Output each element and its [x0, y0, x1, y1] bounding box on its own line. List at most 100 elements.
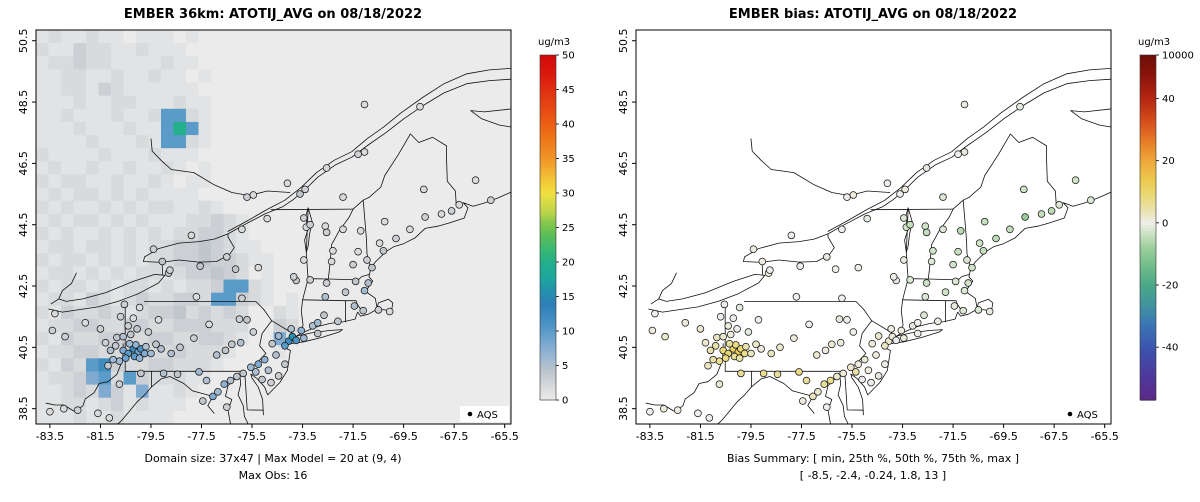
- station-marker: [724, 322, 732, 330]
- colorbar-gradient-step: [540, 78, 556, 82]
- colorbar-gradient-step: [540, 121, 556, 125]
- colorbar-gradient-step: [540, 103, 556, 108]
- station-marker: [956, 227, 965, 235]
- station-marker: [105, 414, 114, 422]
- colorbar-gradient-step: [540, 262, 556, 266]
- colorbar-gradient-step: [1140, 287, 1156, 292]
- station-marker: [805, 320, 813, 329]
- colorbar-gradient-step: [540, 175, 556, 180]
- colorbar-gradient-step: [540, 75, 556, 79]
- station-marker: [129, 314, 138, 322]
- colorbar-gradient-step: [1140, 195, 1156, 200]
- station-marker: [963, 256, 971, 264]
- coastline-border-path: [270, 208, 354, 211]
- station-marker: [754, 316, 763, 324]
- colorbar-gradient-step: [1140, 290, 1156, 295]
- colorbar-gradient-step: [1140, 368, 1156, 372]
- station-marker: [113, 333, 121, 342]
- colorbar-gradient-step: [1140, 262, 1156, 266]
- colorbar-gradient-step: [1140, 112, 1156, 116]
- colorbar-gradient-step: [540, 371, 556, 375]
- colorbar-gradient-step: [540, 155, 556, 160]
- station-marker: [985, 307, 994, 316]
- colorbar-gradient-step: [540, 95, 556, 99]
- coastline-border-path: [645, 343, 724, 412]
- bias-panel-footnote-2: [ -8.5, -2.4, -0.24, 1.8, 13 ]: [799, 469, 947, 482]
- x-axis-tick-label: -75.5: [838, 430, 866, 443]
- colorbar-gradient-step: [540, 204, 556, 208]
- station-marker: [363, 256, 371, 264]
- colorbar-gradient-step: [540, 170, 556, 174]
- raster-layer: [36, 30, 511, 424]
- station-marker: [167, 349, 175, 358]
- colorbar-gradient-step: [1140, 66, 1156, 70]
- station-marker: [187, 231, 196, 240]
- coastline-border-path: [250, 191, 511, 416]
- station-marker: [913, 329, 922, 338]
- station-marker: [814, 388, 822, 396]
- colorbar-gradient-step: [1140, 75, 1156, 79]
- colorbar-gradient-step: [1140, 135, 1156, 139]
- station-marker: [927, 257, 936, 266]
- station-marker: [364, 279, 372, 287]
- aqs-legend: AQS: [460, 406, 509, 422]
- colorbar-gradient-step: [1140, 325, 1156, 329]
- station-marker: [158, 257, 167, 266]
- station-marker: [249, 328, 258, 336]
- colorbar-gradient-step: [540, 382, 556, 387]
- station-marker: [339, 193, 347, 201]
- coastline-border-path: [48, 274, 166, 313]
- colorbar-tick-label: -40: [1162, 343, 1178, 354]
- colorbar-gradient-step: [540, 152, 556, 157]
- station-marker: [360, 148, 369, 156]
- station-marker: [334, 317, 342, 326]
- x-axis-tick-label: -83.5: [36, 430, 64, 443]
- station-marker: [274, 332, 283, 340]
- colorbar-gradient-step: [1140, 89, 1156, 93]
- coastline-border-path: [1070, 108, 1111, 128]
- station-marker: [881, 342, 889, 350]
- station-marker: [1020, 185, 1028, 194]
- colorbar-gradient-step: [540, 244, 556, 249]
- colorbar-gradient-step: [540, 101, 556, 105]
- station-marker: [106, 346, 115, 355]
- colorbar-gradient-step: [1140, 351, 1156, 355]
- station-marker: [883, 179, 892, 188]
- y-axis-tick-label: 50.5: [17, 28, 30, 53]
- colorbar-gradient-step: [1140, 109, 1156, 114]
- station-marker: [889, 273, 898, 281]
- x-axis-tick-label: -65.5: [490, 430, 518, 443]
- colorbar-gradient-step: [1140, 92, 1156, 96]
- station-marker: [264, 366, 273, 375]
- station-marker: [852, 368, 860, 376]
- station-marker: [821, 346, 830, 355]
- station-marker: [368, 263, 376, 272]
- station-marker: [320, 311, 328, 319]
- colorbar-gradient-step: [540, 313, 556, 318]
- station-marker: [1006, 225, 1014, 234]
- colorbar-gradient-step: [540, 299, 556, 303]
- station-marker: [121, 354, 130, 362]
- station-marker: [233, 372, 241, 381]
- station-marker: [152, 340, 160, 349]
- model-panel: EMBER 36km: ATOTIJ_AVG on 08/18/2022 AQS…: [17, 7, 575, 482]
- station-marker: [209, 392, 217, 401]
- colorbar-gradient-step: [1140, 86, 1156, 91]
- station-marker: [258, 375, 266, 384]
- station-marker: [661, 332, 669, 341]
- colorbar-top-label: 10000: [1162, 51, 1194, 62]
- station-marker: [725, 339, 734, 348]
- station-marker: [73, 406, 82, 414]
- colorbar-gradient-step: [1140, 101, 1156, 105]
- colorbar-gradient-step: [540, 339, 556, 344]
- station-marker: [321, 293, 330, 301]
- colorbar-gradient-step: [540, 187, 556, 191]
- station-marker: [787, 231, 796, 240]
- station-marker: [243, 193, 251, 201]
- colorbar-gradient-step: [540, 66, 556, 70]
- x-axis-tick-label: -73.5: [288, 430, 316, 443]
- station-marker: [975, 239, 984, 247]
- coastline-border-path: [648, 274, 766, 313]
- station-marker: [716, 312, 725, 321]
- coastline-border-path: [902, 299, 963, 312]
